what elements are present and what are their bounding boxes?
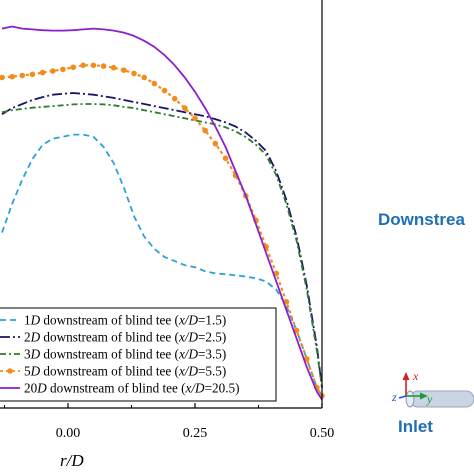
series-point-3-1 [9, 73, 15, 80]
series-point-3-17 [171, 95, 178, 102]
pipe-inlet-face [405, 390, 415, 408]
series-point-3-2 [19, 72, 26, 79]
series-point-3-12 [121, 67, 127, 73]
series-point-3-6 [60, 66, 66, 73]
triad-z-label: z [391, 390, 397, 404]
series-point-3-19 [192, 115, 198, 122]
series-point-3-5 [50, 68, 56, 74]
series-point-3-11 [110, 64, 117, 71]
x-tick-label-1: 0.25 [183, 426, 208, 441]
plot-area [0, 25, 325, 401]
series-point-3-29 [293, 327, 300, 334]
series-point-3-16 [161, 87, 168, 94]
triad-z-axis [398, 395, 407, 399]
series-point-3-14 [141, 74, 147, 81]
series-line-0 [1, 133, 323, 397]
series-point-3-0 [0, 74, 5, 81]
legend-label-2: 3D downstream of blind tee (x/D=3.5) [24, 347, 226, 362]
series-point-3-30 [304, 356, 310, 362]
legend-label-4: 20D downstream of blind tee (x/D=20.5) [24, 381, 240, 396]
triad-y-arrow [420, 392, 428, 400]
series-point-3-18 [182, 105, 188, 111]
triad-y-label: y [426, 392, 433, 406]
pipe-schematic: x y z [391, 369, 474, 408]
series-point-3-13 [131, 70, 137, 77]
series-point-3-3 [29, 71, 36, 78]
x-tick-label-2: 0.50 [310, 426, 335, 441]
triad-x-arrow [402, 372, 410, 380]
x-axis [0, 0, 323, 409]
triad-x-label: x [412, 369, 419, 383]
legend-label-0: 1D downstream of blind tee (x/D=1.5) [24, 313, 226, 328]
series-point-3-8 [80, 62, 86, 69]
x-tick-label-0: 0.00 [56, 426, 81, 441]
x-axis-title: r/D [60, 451, 84, 470]
inlet-label: Inlet [398, 417, 433, 436]
legend-label-1: 2D downstream of blind tee (x/D=2.5) [24, 330, 226, 345]
series-point-3-22 [222, 155, 229, 162]
legend-label-3: 5D downstream of blind tee (x/D=5.5) [24, 364, 226, 379]
series-point-3-7 [70, 64, 76, 71]
downstream-label: Downstrea [378, 210, 465, 229]
series-line-1 [1, 92, 323, 388]
coordinate-triad: x y z [391, 369, 433, 406]
series-line-4 [1, 25, 323, 401]
series-point-3-21 [212, 140, 219, 147]
series-point-3-28 [283, 299, 290, 305]
series-point-3-20 [202, 127, 208, 134]
series-point-3-10 [100, 63, 107, 69]
legend-box [0, 307, 277, 402]
legend: 1D downstream of blind tee (x/D=1.5) 2D d… [0, 307, 277, 402]
series-point-3-4 [39, 69, 46, 76]
series-point-3-27 [273, 270, 280, 277]
series-point-3-15 [151, 80, 158, 87]
x-ticks: 0.00 0.25 0.50 [4, 403, 335, 441]
series-point-3-9 [90, 62, 97, 69]
legend-marker-3 [7, 368, 13, 374]
pipe-body [409, 390, 474, 408]
series-line-2 [1, 103, 323, 388]
